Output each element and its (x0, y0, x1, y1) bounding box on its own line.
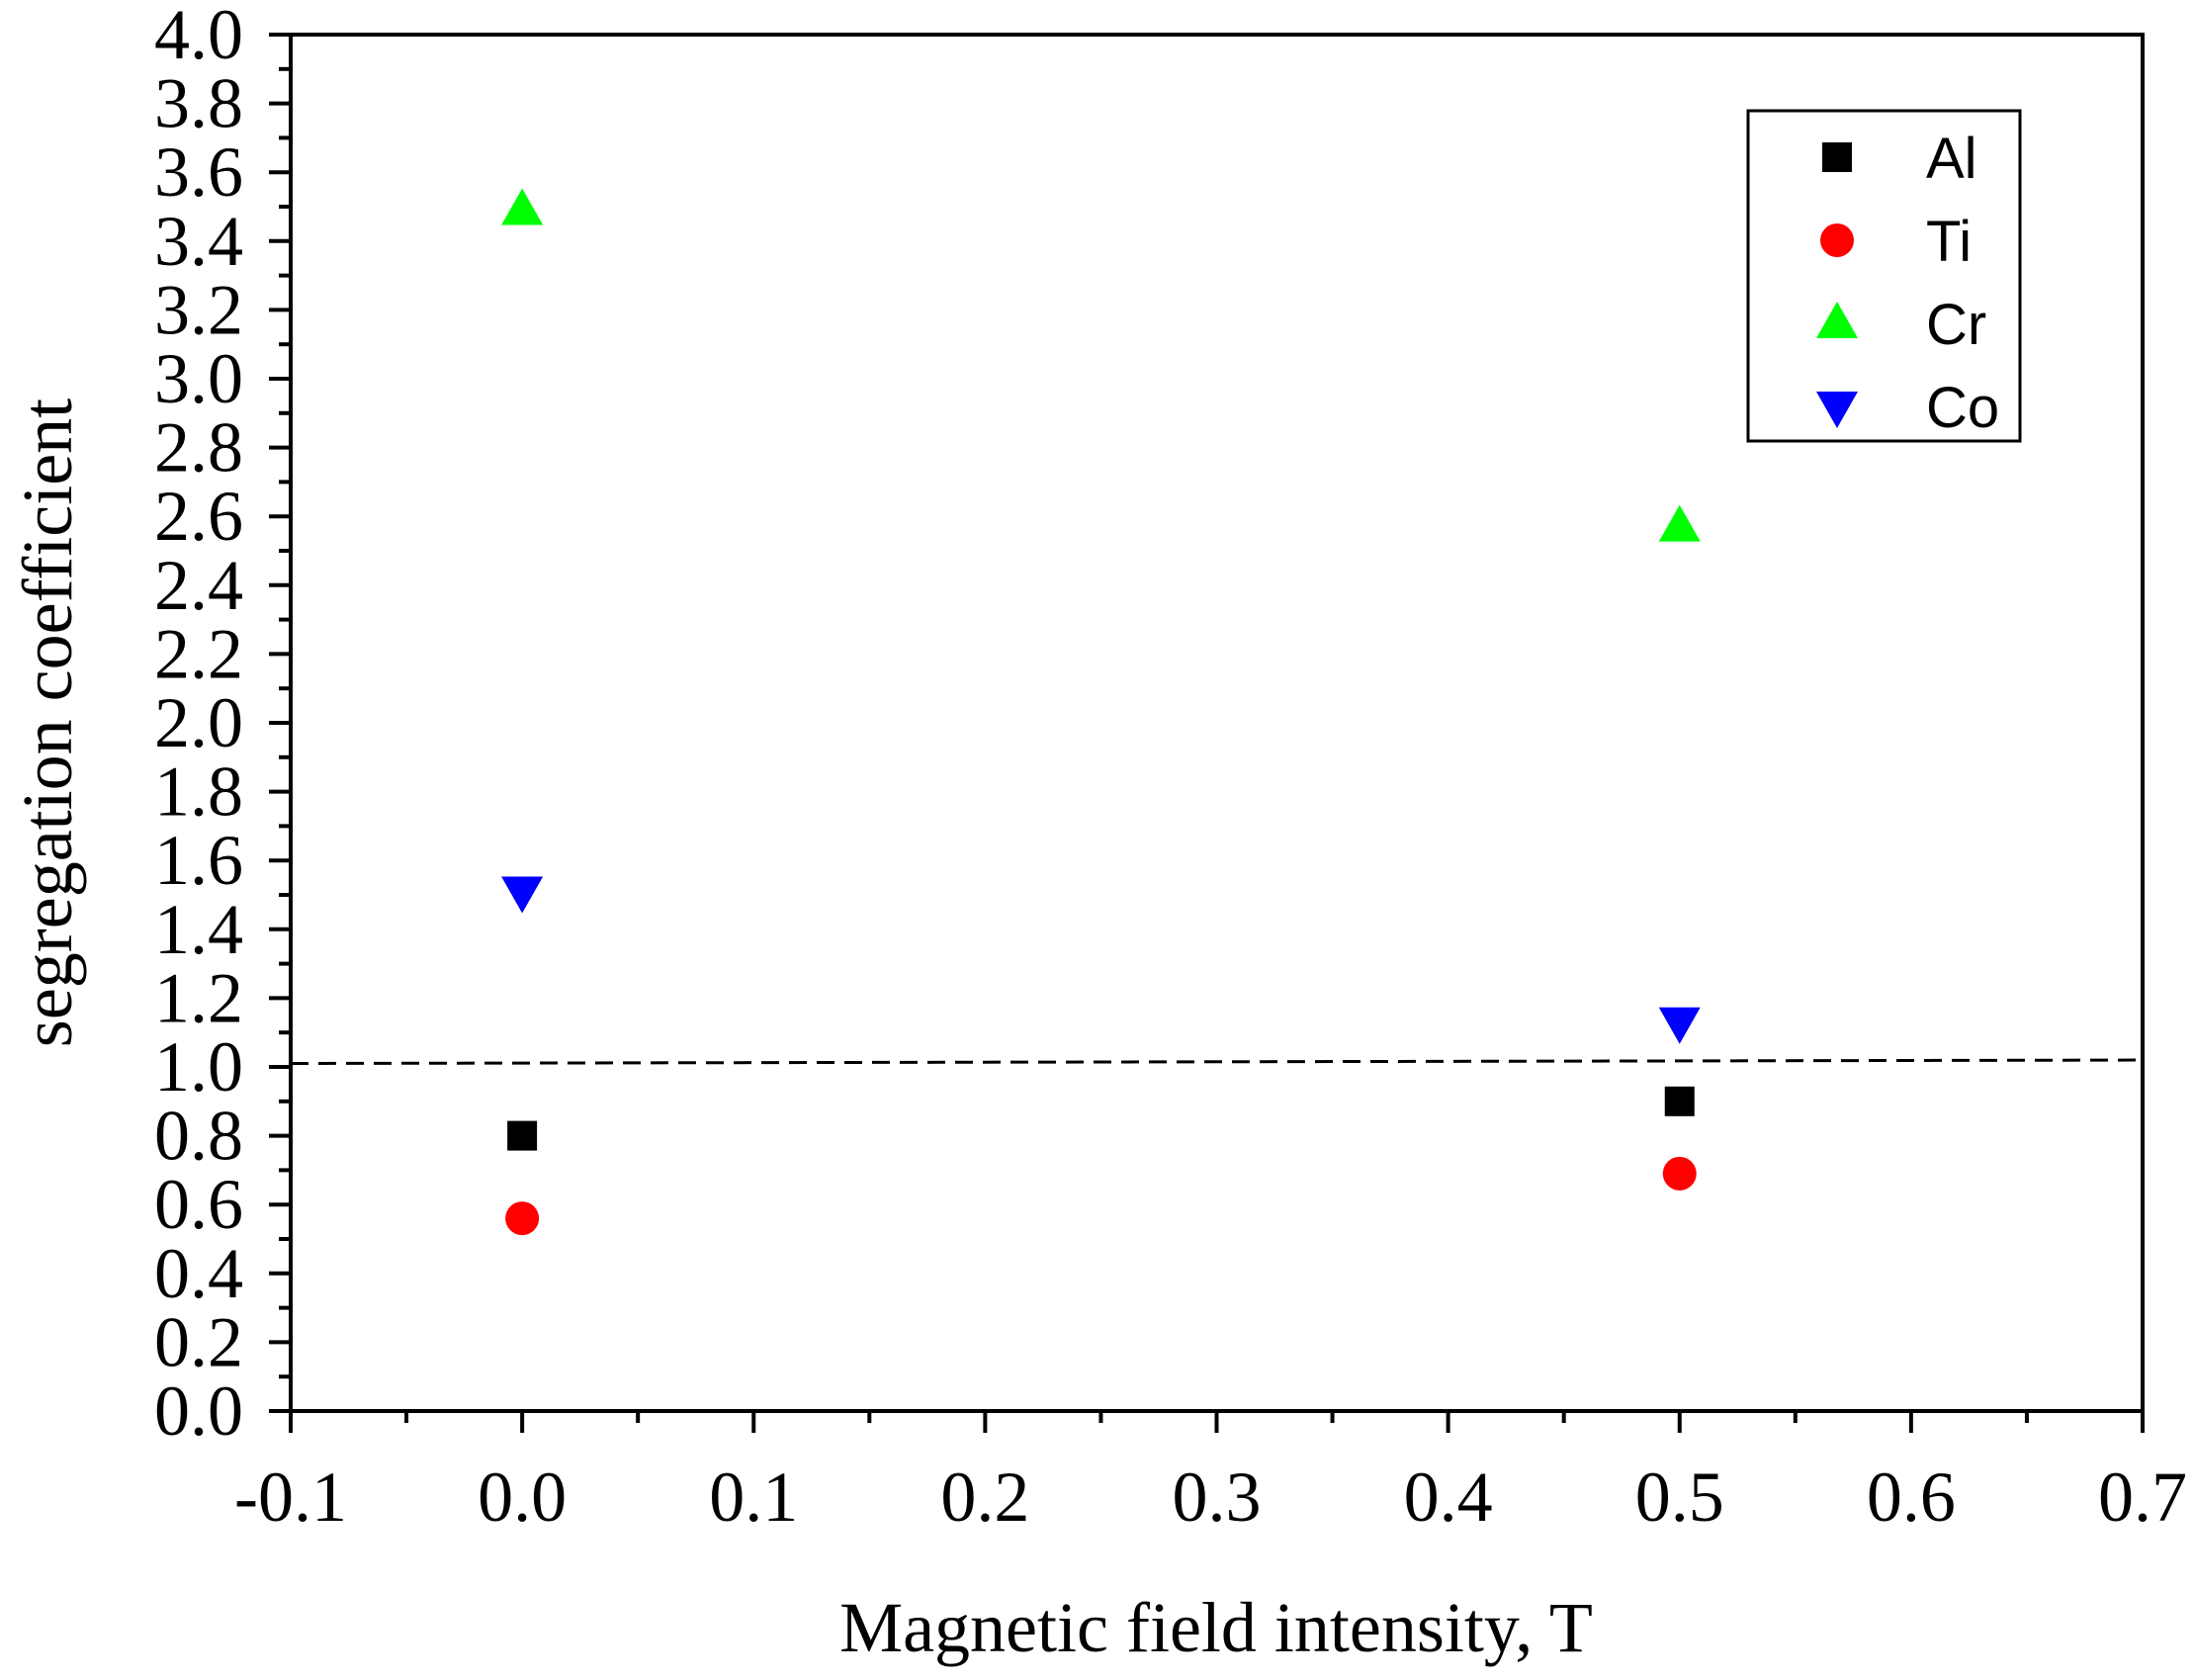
x-axis-title: Magnetic field intensity, T (839, 1588, 1593, 1667)
reference-line-layer (290, 1058, 2144, 1066)
legend-label-cr: Cr (1926, 293, 1986, 357)
y-tick-label: 0.2 (154, 1302, 243, 1381)
legend-symbol-cr (1816, 302, 1858, 338)
data-point-ti (505, 1201, 540, 1236)
x-tick-label: 0.0 (478, 1458, 567, 1537)
y-tick-label: 2.6 (154, 477, 243, 556)
y-tick-label: 3.6 (154, 133, 243, 212)
x-tick-label: 0.5 (1635, 1458, 1724, 1537)
legend: Al Ti Cr Co (1746, 109, 2022, 443)
data-point-co (1658, 1007, 1701, 1044)
legend-symbol-co (1816, 392, 1858, 428)
y-tick-label: 3.2 (154, 270, 243, 349)
x-tick-label: 0.3 (1173, 1458, 1262, 1537)
x-tick-label: -0.1 (234, 1458, 347, 1537)
y-tick-label: 3.4 (154, 202, 243, 281)
legend-box (1746, 109, 2022, 443)
tick-marks (269, 33, 2145, 1433)
legend-label-al: Al (1926, 127, 1977, 191)
legend-label-ti: Ti (1926, 210, 1972, 274)
y-tick-label: 1.6 (154, 821, 243, 900)
y-tick-labels: 0.00.20.40.60.81.01.21.41.61.82.02.22.42… (154, 0, 243, 1451)
y-tick-label: 1.4 (154, 890, 243, 969)
data-point-al (1664, 1086, 1695, 1116)
y-tick-label: 2.4 (154, 546, 243, 625)
x-tick-label: 0.1 (709, 1458, 798, 1537)
x-tick-labels: -0.1 0.0 0.1 0.2 0.3 0.4 0.5 0.6 0.7 (234, 1458, 2187, 1537)
y-tick-label: 2.8 (154, 408, 243, 487)
x-tick-label: 0.2 (940, 1458, 1029, 1537)
y-tick-label: 1.0 (154, 1027, 243, 1106)
data-point-ti (1662, 1156, 1697, 1191)
y-tick-label: 2.0 (154, 683, 243, 762)
y-tick-label: 0.4 (154, 1234, 243, 1313)
y-tick-label: 0.6 (154, 1165, 243, 1244)
data-point-cr (1658, 504, 1701, 542)
x-tick-label: 0.6 (1867, 1458, 1956, 1537)
data-point-cr (501, 188, 544, 225)
y-tick-label: 0.0 (154, 1371, 243, 1451)
reference-line (290, 1058, 2144, 1066)
data-point-al (507, 1120, 538, 1151)
y-tick-label: 3.8 (154, 64, 243, 143)
y-axis-title: segregation coefficient (8, 398, 87, 1047)
y-tick-label: 4.0 (154, 0, 243, 74)
legend-symbols (1816, 142, 1858, 428)
y-tick-label: 0.8 (154, 1097, 243, 1176)
legend-symbol-ti (1820, 223, 1854, 257)
x-tick-label: 0.7 (2098, 1458, 2187, 1537)
y-tick-label: 3.0 (154, 339, 243, 418)
legend-symbol-al (1822, 142, 1852, 172)
data-point-co (501, 876, 544, 914)
x-tick-label: 0.4 (1404, 1458, 1493, 1537)
legend-label-co: Co (1926, 376, 1999, 440)
y-tick-label: 1.2 (154, 958, 243, 1037)
y-tick-label: 1.8 (154, 752, 243, 832)
data-markers (501, 188, 1701, 1236)
y-tick-label: 2.2 (154, 614, 243, 693)
